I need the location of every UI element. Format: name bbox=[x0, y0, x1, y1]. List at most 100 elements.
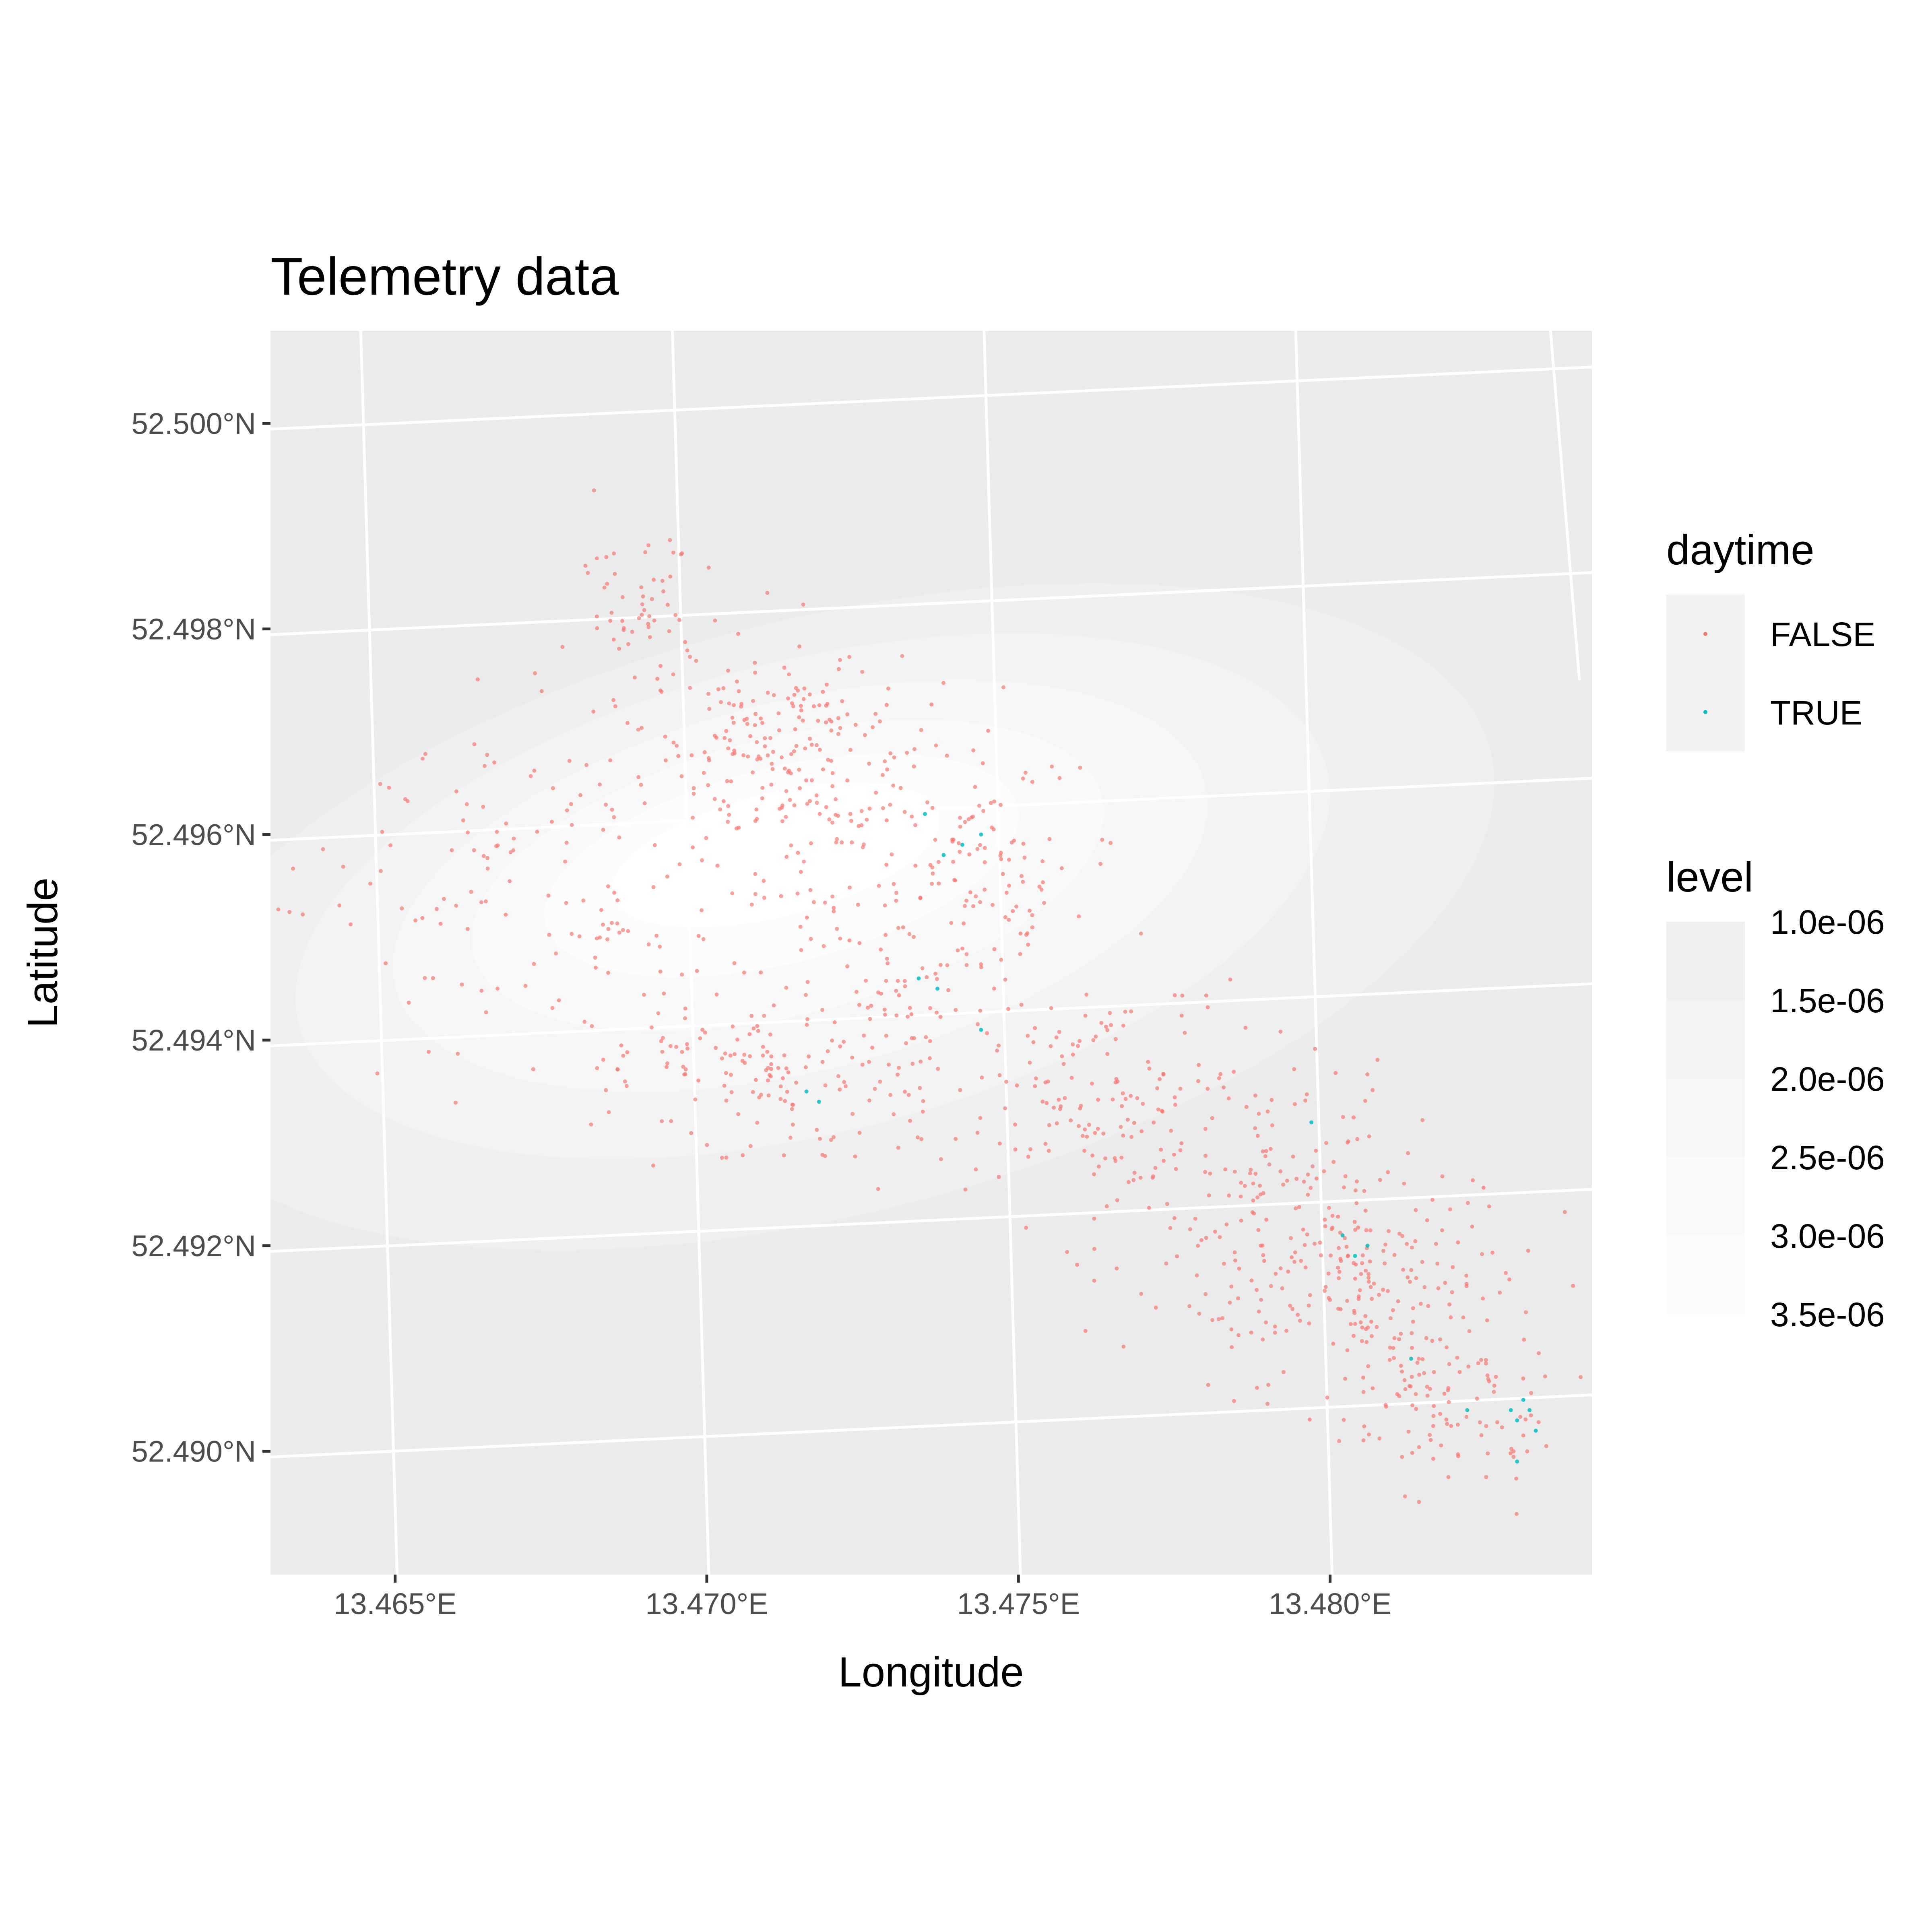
point-false bbox=[1139, 931, 1143, 936]
point-false bbox=[1425, 1218, 1429, 1222]
point-false bbox=[658, 664, 663, 668]
point-false bbox=[1294, 1177, 1299, 1181]
point-false bbox=[945, 753, 949, 758]
point-false bbox=[1096, 1098, 1100, 1102]
point-false bbox=[1015, 1083, 1019, 1088]
point-false bbox=[485, 856, 490, 860]
point-false bbox=[669, 1119, 673, 1123]
point-false bbox=[1139, 1292, 1144, 1296]
point-false bbox=[809, 743, 814, 747]
point-false bbox=[1318, 1241, 1322, 1245]
point-false bbox=[321, 847, 325, 851]
point-false bbox=[706, 566, 711, 570]
point-false bbox=[894, 989, 898, 993]
point-false bbox=[771, 750, 775, 754]
grid-line-lon bbox=[1549, 331, 1581, 681]
point-false bbox=[912, 1036, 916, 1040]
point-false bbox=[1258, 1183, 1262, 1188]
point-false bbox=[1428, 1387, 1432, 1391]
point-false bbox=[485, 753, 489, 757]
point-false bbox=[494, 844, 498, 848]
point-false bbox=[1239, 1218, 1243, 1223]
point-false bbox=[1248, 1171, 1252, 1176]
point-false bbox=[1420, 1357, 1425, 1361]
point-false bbox=[646, 543, 651, 547]
point-false bbox=[768, 736, 772, 740]
point-false bbox=[830, 784, 834, 788]
point-false bbox=[829, 728, 834, 733]
point-false bbox=[991, 903, 995, 907]
point-false bbox=[427, 1050, 431, 1054]
point-false bbox=[1359, 1272, 1363, 1276]
point-false bbox=[1205, 1087, 1210, 1091]
point-false bbox=[1445, 1345, 1449, 1350]
point-false bbox=[979, 965, 983, 970]
point-false bbox=[1155, 1086, 1160, 1090]
point-false bbox=[599, 908, 603, 912]
point-false bbox=[797, 644, 802, 648]
point-false bbox=[1529, 1413, 1533, 1418]
point-false bbox=[1261, 1149, 1265, 1154]
point-true bbox=[1527, 1408, 1532, 1412]
point-false bbox=[1011, 909, 1015, 913]
point-false bbox=[613, 704, 617, 708]
point-false bbox=[755, 757, 760, 762]
point-false bbox=[702, 771, 706, 775]
point-false bbox=[1358, 1288, 1362, 1292]
point-false bbox=[983, 860, 987, 865]
point-false bbox=[733, 1052, 737, 1056]
point-false bbox=[804, 778, 809, 782]
point-false bbox=[918, 896, 923, 900]
point-false bbox=[830, 894, 835, 899]
point-false bbox=[928, 1056, 932, 1061]
point-false bbox=[719, 700, 723, 704]
point-false bbox=[598, 935, 602, 940]
point-false bbox=[1121, 1344, 1126, 1349]
point-false bbox=[1326, 1271, 1331, 1276]
point-false bbox=[736, 632, 740, 636]
point-false bbox=[743, 1061, 747, 1065]
point-false bbox=[999, 803, 1003, 807]
point-false bbox=[1391, 1346, 1395, 1350]
point-false bbox=[1255, 1195, 1259, 1199]
point-false bbox=[677, 862, 682, 867]
point-false bbox=[1478, 1420, 1482, 1424]
point-false bbox=[663, 758, 668, 763]
x-axis: 13.465°E 13.470°E 13.475°E 13.480°E bbox=[334, 1575, 1391, 1620]
point-false bbox=[1224, 1222, 1229, 1227]
point-false bbox=[1069, 1118, 1073, 1123]
point-false bbox=[830, 820, 834, 825]
point-false bbox=[671, 740, 676, 745]
point-false bbox=[1007, 883, 1011, 888]
point-false bbox=[778, 807, 782, 811]
point-false bbox=[1146, 1060, 1150, 1064]
point-false bbox=[1210, 1116, 1214, 1120]
point-false bbox=[1175, 1254, 1179, 1259]
legend-level-key bbox=[1666, 1157, 1745, 1236]
point-false bbox=[375, 1071, 380, 1075]
point-false bbox=[1323, 1218, 1327, 1222]
point-false bbox=[1514, 1512, 1519, 1516]
point-false bbox=[1026, 1034, 1030, 1038]
point-false bbox=[983, 846, 987, 850]
point-false bbox=[761, 1044, 765, 1049]
point-false bbox=[834, 797, 838, 801]
point-false bbox=[1484, 1424, 1488, 1428]
point-false bbox=[1030, 925, 1034, 929]
point-false bbox=[1196, 1079, 1200, 1083]
grid-line-lat bbox=[270, 982, 1592, 1047]
point-false bbox=[1273, 1324, 1277, 1329]
point-false bbox=[1367, 1432, 1371, 1437]
point-false bbox=[1033, 1084, 1037, 1088]
point-false bbox=[689, 1131, 694, 1135]
point-false bbox=[845, 778, 850, 782]
point-false bbox=[867, 1098, 871, 1103]
point-false bbox=[1446, 1386, 1451, 1390]
point-false bbox=[769, 1062, 774, 1066]
point-false bbox=[683, 1067, 688, 1071]
point-false bbox=[1306, 1193, 1310, 1197]
point-false bbox=[1447, 1302, 1451, 1307]
point-false bbox=[1345, 1299, 1350, 1303]
point-false bbox=[1026, 1154, 1030, 1159]
point-false bbox=[1455, 1422, 1460, 1427]
